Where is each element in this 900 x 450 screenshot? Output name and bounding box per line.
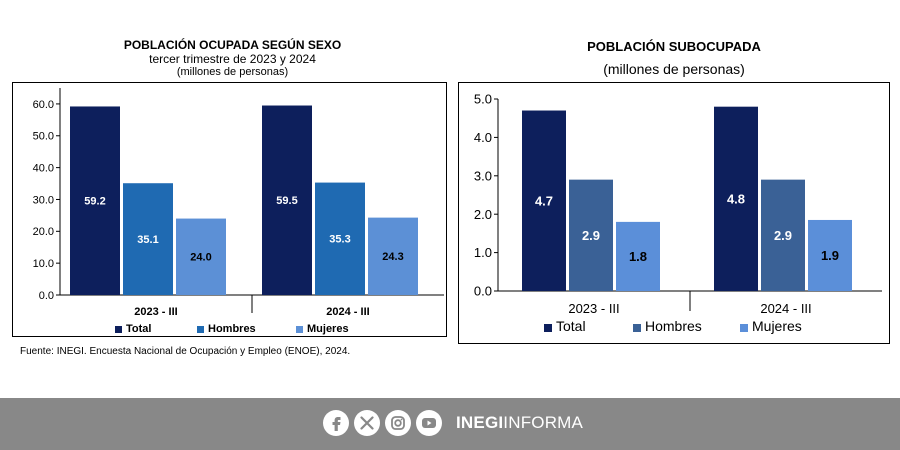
- y-tick-label: 0.0: [39, 290, 54, 302]
- y-tick-label: 4.0: [474, 130, 492, 145]
- left-chart-units: (millones de personas): [176, 66, 289, 78]
- bar-mujeres: [616, 221, 660, 291]
- source-note: Fuente: INEGI. Encuesta Nacional de Ocup…: [20, 346, 351, 357]
- bar-hombres: [123, 183, 173, 295]
- right-chart-title: POBLACIÓN SUBOCUPADA: [587, 39, 761, 54]
- data-label: 24.3: [382, 251, 403, 263]
- legend-label-mujeres: Mujeres: [752, 318, 802, 334]
- right-bar-chart: 0.0 1.0 2.0 3.0 4.0 5.0 4.7 2.9 1.8 2023 - III 4.8…: [458, 82, 890, 344]
- y-tick-label: 0.0: [474, 284, 492, 299]
- y-tick-label: 30.0: [33, 194, 54, 206]
- legend-swatch-mujeres: [740, 324, 748, 332]
- chart-frame: [458, 82, 890, 344]
- legend-label-total: Total: [556, 318, 586, 334]
- legend-swatch-total: [544, 324, 552, 332]
- bar-total: [70, 106, 120, 296]
- y-tick-label: 50.0: [33, 131, 54, 143]
- data-label: 59.2: [84, 196, 105, 208]
- facebook-icon[interactable]: [323, 410, 349, 436]
- y-tick-label: 1.0: [474, 245, 492, 260]
- data-label: 4.7: [535, 193, 553, 208]
- data-label: 1.8: [629, 249, 647, 264]
- brand-logo: INEGIINFORMA: [456, 413, 583, 433]
- bar-mujeres: [808, 219, 852, 291]
- right-chart-titles: POBLACIÓN SUBOCUPADA (millones de person…: [458, 38, 890, 78]
- legend-label-mujeres: Mujeres: [307, 323, 349, 335]
- y-tick-label: 10.0: [33, 258, 54, 270]
- legend-label-hombres: Hombres: [208, 323, 256, 335]
- legend-label-total: Total: [126, 323, 151, 335]
- y-tick-label: 3.0: [474, 168, 492, 183]
- x-icon[interactable]: [354, 410, 380, 436]
- data-label: 4.8: [727, 191, 745, 206]
- y-tick-label: 2.0: [474, 207, 492, 222]
- data-label: 2.9: [582, 228, 600, 243]
- bar-hombres: [761, 179, 805, 291]
- legend-swatch-hombres: [197, 326, 204, 333]
- data-label: 24.0: [190, 252, 211, 264]
- legend-label-hombres: Hombres: [645, 318, 702, 334]
- bar-hombres: [569, 179, 613, 291]
- brand-light: INFORMA: [503, 413, 584, 432]
- legend-swatch-total: [115, 326, 122, 333]
- left-bar-chart: 0.0 10.0 20.0 30.0 40.0 50.0 60.0 59.2 35.1 24.0 2…: [12, 82, 447, 337]
- right-chart-units: (millones de personas): [603, 61, 745, 77]
- data-label: 1.9: [821, 248, 839, 263]
- data-label: 59.5: [276, 195, 297, 207]
- category-label: 2024 - III: [326, 306, 369, 318]
- category-label: 2024 - III: [760, 301, 811, 316]
- y-tick-label: 40.0: [33, 162, 54, 174]
- legend-swatch-hombres: [633, 324, 641, 332]
- category-label: 2023 - III: [568, 301, 619, 316]
- bar-mujeres: [176, 218, 226, 295]
- legend-swatch-mujeres: [296, 326, 303, 333]
- data-label: 35.1: [137, 234, 158, 246]
- bar-total: [714, 106, 758, 292]
- y-tick-label: 20.0: [33, 226, 54, 238]
- left-chart-subtitle: tercer trimestre de 2023 y 2024: [149, 52, 316, 66]
- y-tick-label: 5.0: [474, 92, 492, 107]
- youtube-icon[interactable]: [416, 410, 442, 436]
- y-tick-label: 60.0: [33, 99, 54, 111]
- bar-mujeres: [368, 217, 418, 295]
- chart-frame: [12, 82, 447, 337]
- left-chart-titles: POBLACIÓN OCUPADA SEGÚN SEXO tercer trim…: [20, 38, 445, 79]
- bar-hombres: [315, 182, 365, 295]
- footer-bar: INEGIINFORMA: [0, 398, 900, 450]
- data-label: 2.9: [774, 228, 792, 243]
- instagram-icon[interactable]: [385, 410, 411, 436]
- left-chart-title: POBLACIÓN OCUPADA SEGÚN SEXO: [123, 38, 342, 52]
- data-label: 35.3: [329, 234, 350, 246]
- social-icons: [323, 408, 442, 438]
- bar-total: [262, 105, 312, 295]
- category-label: 2023 - III: [134, 306, 177, 318]
- bar-total: [522, 110, 566, 291]
- brand-bold: INEGI: [456, 413, 504, 432]
